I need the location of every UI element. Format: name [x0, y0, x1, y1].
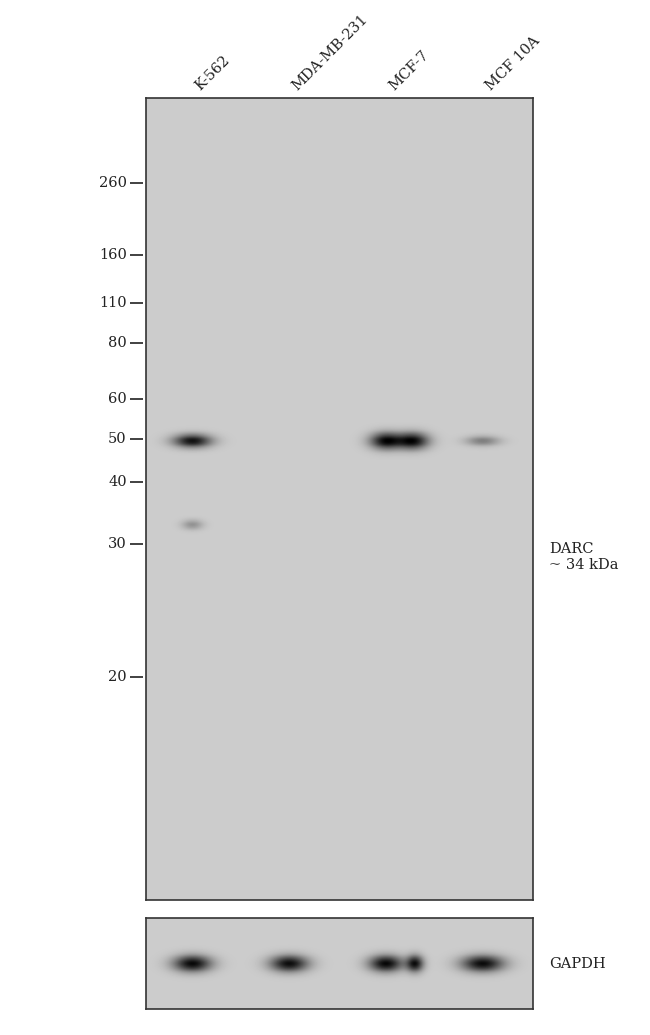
- Text: DARC
~ 34 kDa: DARC ~ 34 kDa: [549, 542, 619, 572]
- Text: 80: 80: [108, 336, 127, 350]
- Text: 30: 30: [108, 536, 127, 551]
- Text: MCF-7: MCF-7: [386, 48, 431, 93]
- Text: MDA-MB-231: MDA-MB-231: [289, 12, 370, 93]
- Text: 60: 60: [108, 392, 127, 406]
- Text: 160: 160: [99, 247, 127, 262]
- Text: K-562: K-562: [192, 53, 233, 93]
- Text: 260: 260: [99, 176, 127, 189]
- Text: GAPDH: GAPDH: [549, 956, 606, 971]
- Text: 110: 110: [99, 296, 127, 309]
- Text: 40: 40: [108, 475, 127, 489]
- Text: 50: 50: [108, 433, 127, 446]
- Text: MCF 10A: MCF 10A: [483, 34, 542, 93]
- Text: 20: 20: [108, 671, 127, 684]
